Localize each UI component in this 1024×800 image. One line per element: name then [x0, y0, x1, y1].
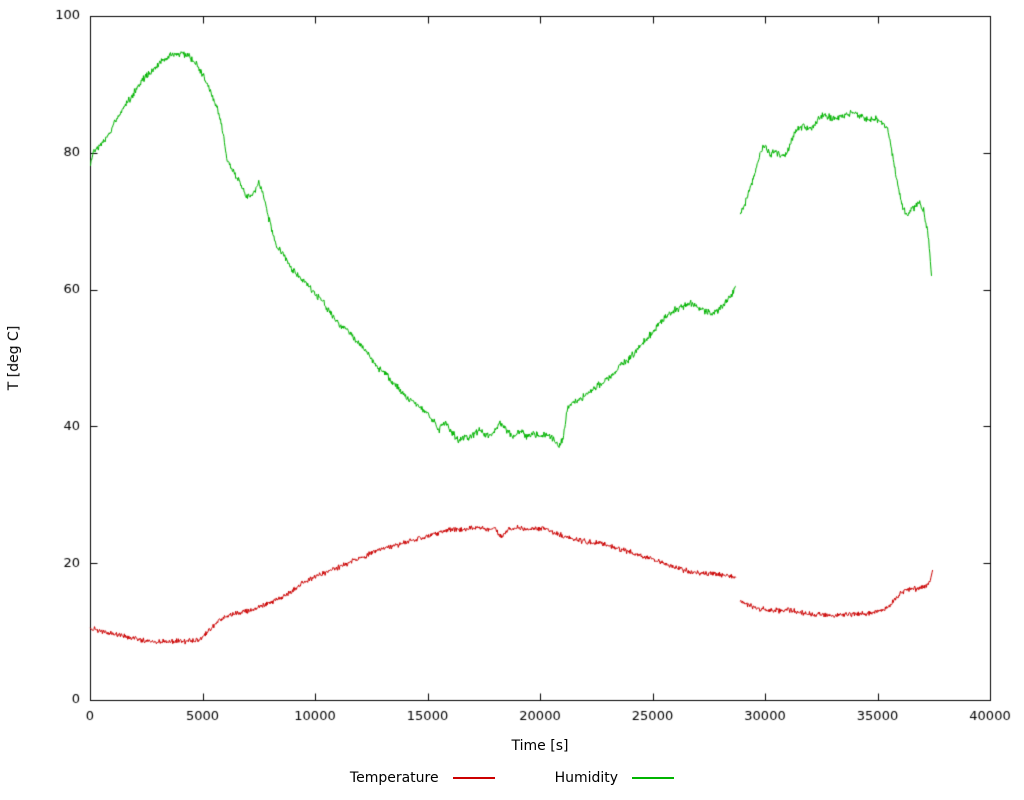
legend: Temperature Humidity: [0, 770, 1024, 786]
legend-item-temperature: Temperature: [350, 770, 495, 786]
legend-line-temperature: [452, 777, 495, 779]
legend-label-humidity: Humidity: [554, 770, 619, 786]
legend-item-humidity: Humidity: [554, 770, 675, 786]
chart-canvas: [0, 0, 1024, 730]
x-axis-label: Time [s]: [511, 738, 569, 754]
y-axis-label: T [deg C]: [6, 325, 22, 391]
legend-label-temperature: Temperature: [349, 770, 439, 786]
legend-line-humidity: [632, 777, 675, 779]
